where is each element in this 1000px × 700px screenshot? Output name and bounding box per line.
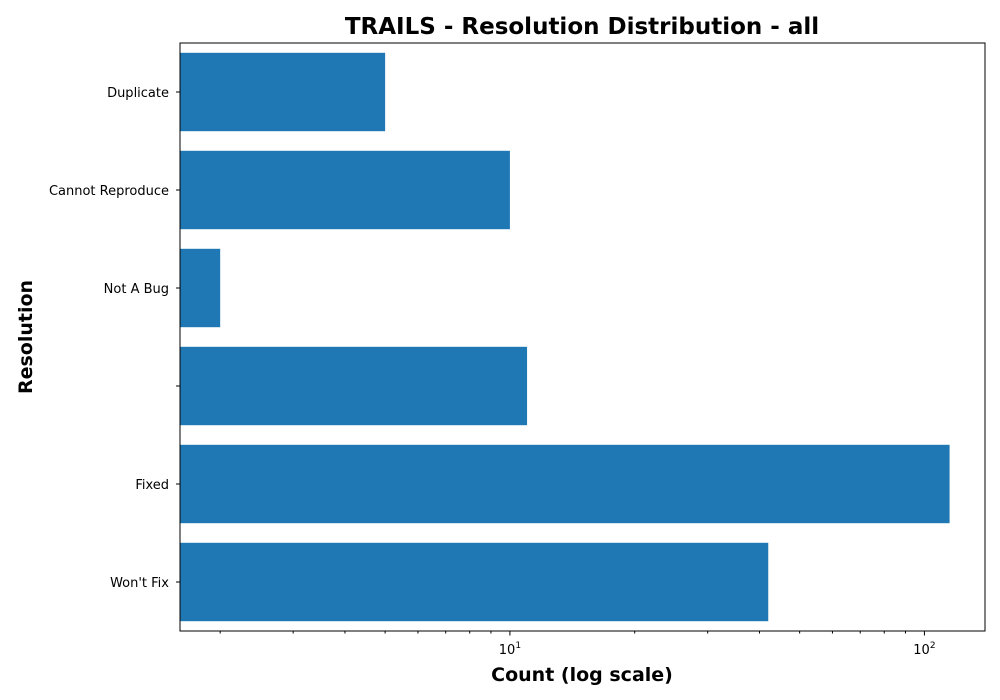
bar: [180, 52, 386, 132]
bar: [180, 150, 510, 230]
plot-frame: [179, 42, 986, 632]
ticks-layer: Duplicate Cannot Reproduce Not A Bug Fixed W…: [49, 86, 936, 658]
bars-layer: [180, 52, 950, 622]
x-axis-label: Count (log scale): [491, 664, 673, 686]
x-tick-label: 102: [913, 641, 935, 658]
bar: [180, 542, 769, 622]
chart-title: TRAILS - Resolution Distribution - all: [345, 14, 819, 40]
bar: [180, 248, 221, 328]
x-tick-label: 101: [499, 641, 521, 658]
y-tick-label: Duplicate: [107, 86, 169, 101]
bar: [180, 346, 528, 426]
y-tick-label: Won't Fix: [110, 576, 169, 591]
y-tick-label: Cannot Reproduce: [49, 184, 169, 199]
y-axis-label: Resolution: [15, 280, 37, 394]
y-tick-label: Not A Bug: [104, 282, 169, 297]
bar: [180, 444, 950, 524]
y-tick-label: Fixed: [135, 478, 169, 493]
